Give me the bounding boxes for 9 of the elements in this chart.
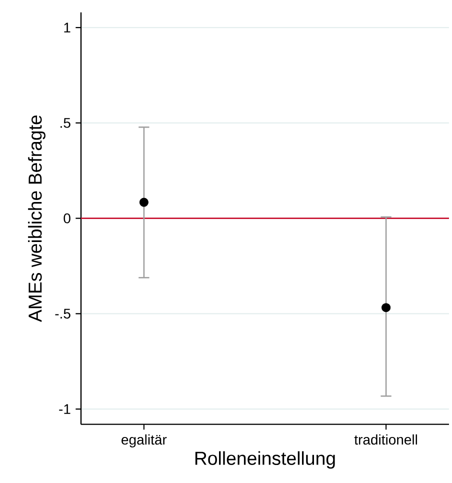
y-tick-label: -1 bbox=[59, 404, 70, 414]
y-tick-label: -.5 bbox=[55, 308, 70, 319]
y-tick-label: 0 bbox=[64, 213, 70, 224]
y-tick-label: 1 bbox=[64, 22, 70, 32]
x-axis-title: Rolleneinstellung bbox=[195, 451, 335, 469]
x-tick-label: traditionell bbox=[354, 434, 418, 445]
x-tick-label: egalitär bbox=[122, 434, 167, 448]
y-tick-label: .5 bbox=[60, 118, 70, 128]
y-axis-title: AMEs weibliche Befragte bbox=[28, 115, 46, 322]
